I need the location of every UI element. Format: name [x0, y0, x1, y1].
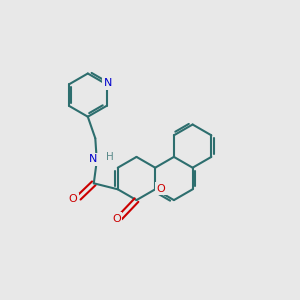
- Text: O: O: [112, 214, 121, 224]
- Text: N: N: [89, 154, 98, 164]
- Text: O: O: [157, 184, 166, 194]
- Text: N: N: [103, 78, 112, 88]
- Text: H: H: [106, 152, 113, 162]
- Text: O: O: [68, 194, 77, 204]
